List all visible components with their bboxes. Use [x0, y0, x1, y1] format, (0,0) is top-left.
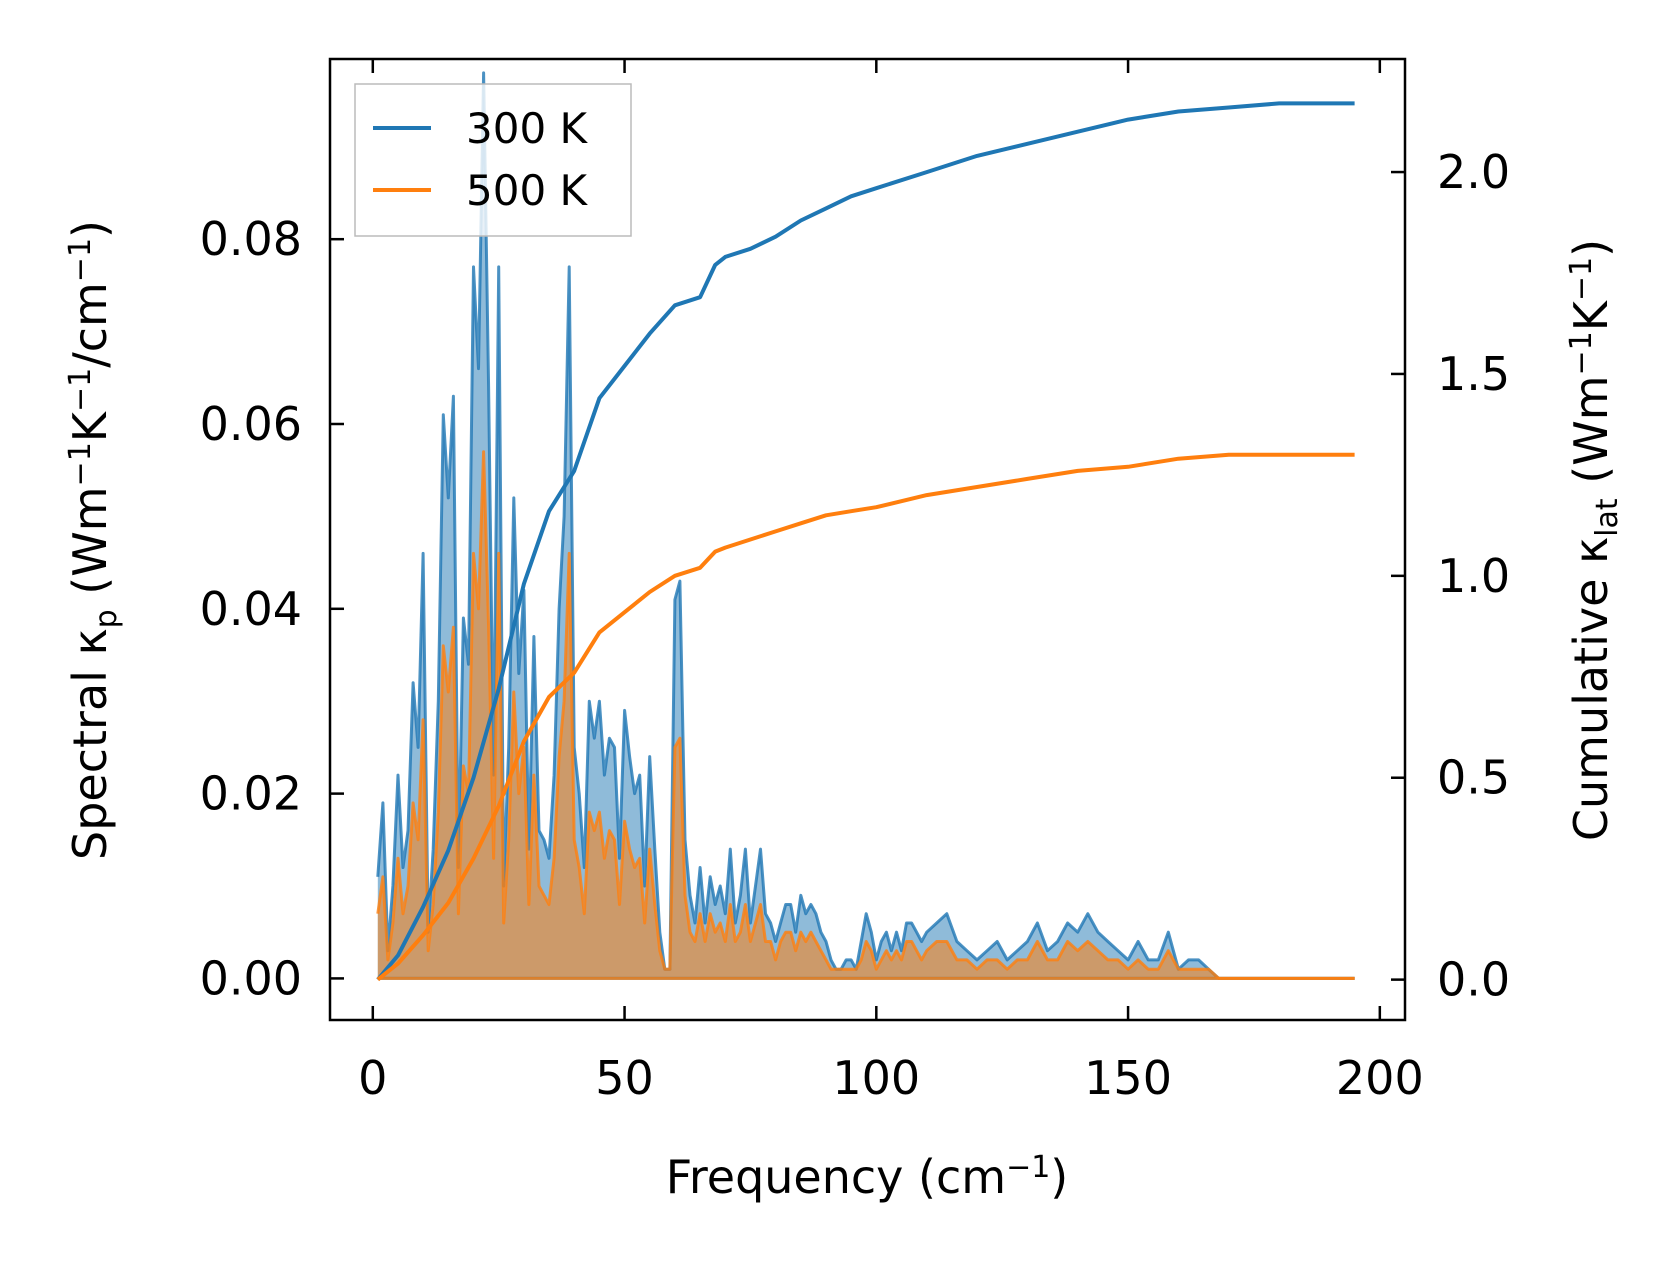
y-right-tick-label: 1.5	[1437, 347, 1510, 401]
spectral-fill-500k	[377, 451, 1355, 979]
legend-label-300k: 300 K	[466, 104, 589, 153]
y-left-tick-label: 0.06	[200, 397, 302, 451]
y-right-tick-label: 2.0	[1437, 145, 1510, 199]
legend-box	[354, 83, 632, 237]
y-left-tick-label: 0.04	[200, 582, 302, 636]
cumulative-line-500k	[376, 452, 1355, 982]
y-left-axis-label: Spectral κp (Wm−1K−1/cm−1)	[63, 220, 124, 860]
plot-frame	[328, 57, 1407, 1022]
y-right-tick-label: 0.0	[1437, 953, 1510, 1007]
x-tick-label: 50	[595, 1051, 654, 1105]
x-tick-label: 200	[1336, 1051, 1424, 1105]
y-left-tick-label: 0.08	[200, 212, 302, 266]
y-right-tick-label: 0.5	[1437, 751, 1510, 805]
legend-label-500k: 500 K	[466, 166, 589, 215]
x-tick-label: 150	[1084, 1051, 1172, 1105]
x-axis-label: Frequency (cm−1)	[666, 1150, 1069, 1204]
spectral-fills	[377, 72, 1355, 979]
legend: 300 K 500 K	[354, 83, 632, 237]
y-left-tick-label: 0.02	[200, 767, 302, 821]
y-left-tick-label: 0.00	[200, 951, 302, 1005]
x-tick-label: 100	[832, 1051, 920, 1105]
y-right-tick-label: 1.0	[1437, 549, 1510, 603]
cumulative-line-300k	[376, 101, 1355, 981]
x-tick-label: 0	[358, 1051, 387, 1105]
cumulative-lines	[376, 101, 1355, 982]
y-right-axis-label: Cumulative κlat (Wm−1K−1)	[1564, 239, 1625, 841]
axis-ticks: 0 50 100 150 200 0.00 0.02 0.04 0.06 0.08 0.0 0.5 1.…	[200, 59, 1510, 1105]
